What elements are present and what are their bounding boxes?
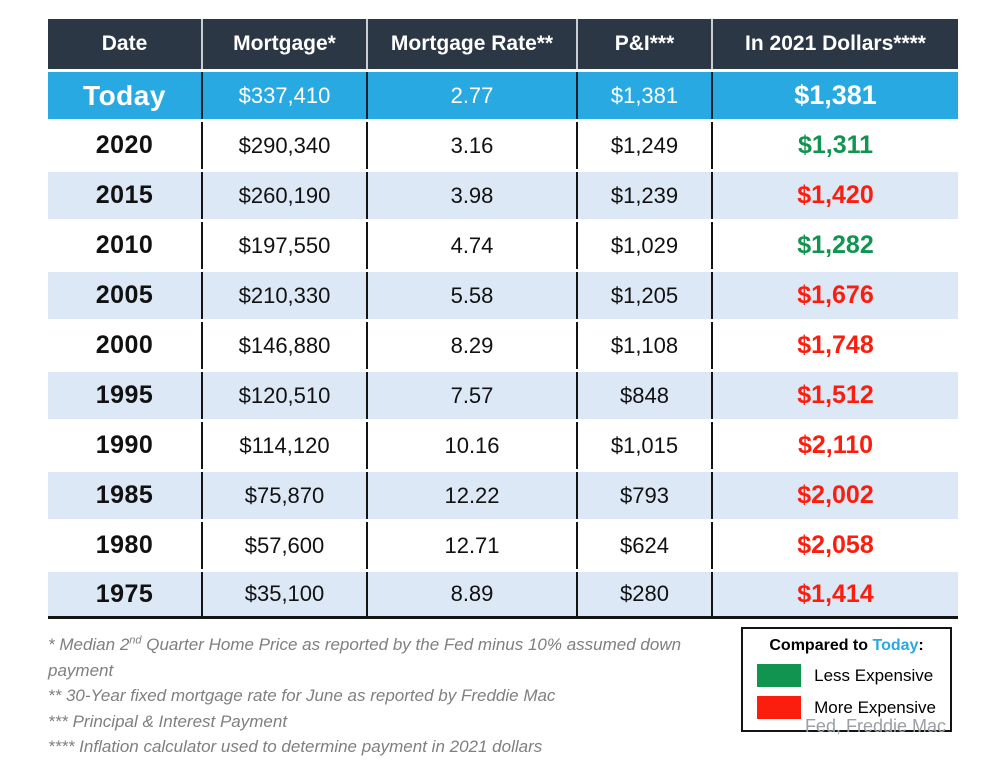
cell-in-2021-dollars: $1,676 bbox=[713, 272, 958, 319]
table-row: 1975 $35,100 8.89 $280 $1,414 bbox=[48, 572, 958, 619]
cell-date: 1990 bbox=[48, 422, 203, 469]
cell-date: 1985 bbox=[48, 472, 203, 519]
cell-mortgage-rate: 7.57 bbox=[368, 372, 578, 419]
legend-today-word: Today bbox=[872, 637, 919, 654]
legend-label: Less Expensive bbox=[814, 665, 934, 685]
cell-date: 2010 bbox=[48, 222, 203, 269]
table-row: 2020 $290,340 3.16 $1,249 $1,311 bbox=[48, 122, 958, 169]
cell-in-2021-dollars: $1,420 bbox=[713, 172, 958, 219]
legend-item-less-expensive: Less Expensive bbox=[757, 664, 936, 687]
cell-mortgage: $35,100 bbox=[203, 572, 368, 619]
red-swatch-icon bbox=[757, 696, 802, 719]
cell-date: 1980 bbox=[48, 522, 203, 569]
table-header: Date Mortgage* Mortgage Rate** P&I*** In… bbox=[48, 19, 958, 69]
cell-pi: $624 bbox=[578, 522, 713, 569]
cell-mortgage: $114,120 bbox=[203, 422, 368, 469]
cell-mortgage: $57,600 bbox=[203, 522, 368, 569]
cell-mortgage-rate: 12.22 bbox=[368, 472, 578, 519]
table-row: 2015 $260,190 3.98 $1,239 $1,420 bbox=[48, 172, 958, 219]
table-body: Today $337,410 2.77 $1,381 $1,381 2020 $290,34… bbox=[48, 72, 958, 619]
table-row: 1980 $57,600 12.71 $624 $2,058 bbox=[48, 522, 958, 569]
cell-pi: $793 bbox=[578, 472, 713, 519]
col-header-2021-dollars: In 2021 Dollars**** bbox=[713, 19, 958, 69]
cell-date: 2005 bbox=[48, 272, 203, 319]
cell-mortgage-rate: 10.16 bbox=[368, 422, 578, 469]
cell-pi: $1,381 bbox=[578, 72, 713, 119]
cell-in-2021-dollars: $1,512 bbox=[713, 372, 958, 419]
footnote-1: * Median 2nd Quarter Home Price as repor… bbox=[48, 634, 682, 680]
col-header-pi: P&I*** bbox=[578, 19, 713, 69]
cell-mortgage-rate: 12.71 bbox=[368, 522, 578, 569]
superscript-nd: nd bbox=[129, 634, 142, 647]
cell-mortgage-rate: 2.77 bbox=[368, 72, 578, 119]
cell-in-2021-dollars: $1,414 bbox=[713, 572, 958, 619]
cell-mortgage-rate: 3.16 bbox=[368, 122, 578, 169]
cell-in-2021-dollars: $2,002 bbox=[713, 472, 958, 519]
data-source-attribution: Fed, Freddie Mac bbox=[804, 716, 946, 736]
footnote-2: ** 30-Year fixed mortgage rate for June … bbox=[48, 686, 556, 705]
mortgage-history-table: Date Mortgage* Mortgage Rate** P&I*** In… bbox=[48, 16, 958, 622]
cell-mortgage: $146,880 bbox=[203, 322, 368, 369]
cell-in-2021-dollars: $1,381 bbox=[713, 72, 958, 119]
cell-pi: $1,015 bbox=[578, 422, 713, 469]
cell-mortgage: $120,510 bbox=[203, 372, 368, 419]
cell-pi: $1,205 bbox=[578, 272, 713, 319]
cell-date: 2000 bbox=[48, 322, 203, 369]
table-row: 1995 $120,510 7.57 $848 $1,512 bbox=[48, 372, 958, 419]
cell-mortgage-rate: 3.98 bbox=[368, 172, 578, 219]
mortgage-history-table-container: Date Mortgage* Mortgage Rate** P&I*** In… bbox=[48, 16, 958, 622]
cell-mortgage-rate: 8.89 bbox=[368, 572, 578, 619]
col-header-date: Date bbox=[48, 19, 203, 69]
cell-pi: $1,249 bbox=[578, 122, 713, 169]
cell-date: 2015 bbox=[48, 172, 203, 219]
cell-in-2021-dollars: $2,110 bbox=[713, 422, 958, 469]
col-header-mortgage-rate: Mortgage Rate** bbox=[368, 19, 578, 69]
footnote-3: *** Principal & Interest Payment bbox=[48, 711, 288, 731]
green-swatch-icon bbox=[757, 664, 802, 687]
cell-pi: $1,029 bbox=[578, 222, 713, 269]
cell-mortgage: $197,550 bbox=[203, 222, 368, 269]
table-row: 2010 $197,550 4.74 $1,029 $1,282 bbox=[48, 222, 958, 269]
cell-date: 2020 bbox=[48, 122, 203, 169]
cell-in-2021-dollars: $1,282 bbox=[713, 222, 958, 269]
footnotes: * Median 2nd Quarter Home Price as repor… bbox=[48, 632, 748, 760]
cell-in-2021-dollars: $1,311 bbox=[713, 122, 958, 169]
cell-mortgage: $210,330 bbox=[203, 272, 368, 319]
cell-in-2021-dollars: $1,748 bbox=[713, 322, 958, 369]
table-row: 1990 $114,120 10.16 $1,015 $2,110 bbox=[48, 422, 958, 469]
table-row: 1985 $75,870 12.22 $793 $2,002 bbox=[48, 472, 958, 519]
cell-date: 1995 bbox=[48, 372, 203, 419]
cell-pi: $1,239 bbox=[578, 172, 713, 219]
legend-title: Compared to Today: bbox=[769, 637, 924, 654]
footnote-4: **** Inflation calculator used to determ… bbox=[48, 737, 543, 756]
cell-mortgage: $290,340 bbox=[203, 122, 368, 169]
header-row: Date Mortgage* Mortgage Rate** P&I*** In… bbox=[48, 19, 958, 69]
cell-date: Today bbox=[48, 72, 203, 119]
legend-item-more-expensive: More Expensive bbox=[757, 696, 936, 719]
cell-mortgage: $260,190 bbox=[203, 172, 368, 219]
cell-mortgage: $337,410 bbox=[203, 72, 368, 119]
cell-mortgage-rate: 8.29 bbox=[368, 322, 578, 369]
cell-pi: $848 bbox=[578, 372, 713, 419]
cell-mortgage-rate: 5.58 bbox=[368, 272, 578, 319]
col-header-mortgage: Mortgage* bbox=[203, 19, 368, 69]
table-row: 2005 $210,330 5.58 $1,205 $1,676 bbox=[48, 272, 958, 319]
cell-in-2021-dollars: $2,058 bbox=[713, 522, 958, 569]
cell-mortgage: $75,870 bbox=[203, 472, 368, 519]
table-row-today: Today $337,410 2.77 $1,381 $1,381 bbox=[48, 72, 958, 119]
table-row: 2000 $146,880 8.29 $1,108 $1,748 bbox=[48, 322, 958, 369]
cell-mortgage-rate: 4.74 bbox=[368, 222, 578, 269]
cell-pi: $280 bbox=[578, 572, 713, 619]
cell-date: 1975 bbox=[48, 572, 203, 619]
comparison-legend: Compared to Today: Less Expensive More E… bbox=[741, 627, 952, 732]
cell-pi: $1,108 bbox=[578, 322, 713, 369]
legend-label: More Expensive bbox=[814, 697, 936, 717]
